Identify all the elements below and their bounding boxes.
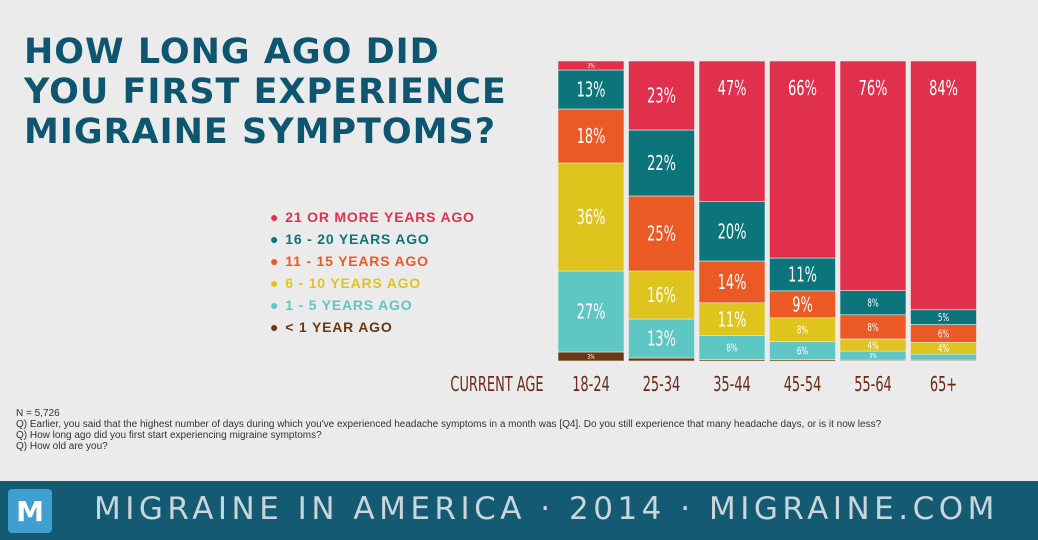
segment-value-label: 14%	[718, 272, 747, 295]
stacked-bar-chart: 3% 27% 36% 18% 13% 3% 13% 16% 25% 22% 23% 8% 11% 14% 2…	[450, 60, 977, 397]
legend-label: 11 - 15 YEARS AGO	[285, 253, 429, 269]
legend-item-under-1: ● < 1 YEAR AGO	[270, 316, 475, 338]
legend-item-6-10: ● 6 - 10 YEARS AGO	[270, 272, 475, 294]
legend-label: < 1 YEAR AGO	[285, 319, 393, 335]
category-label: 65+	[930, 374, 957, 397]
legend-item-1-5: ● 1 - 5 YEARS AGO	[270, 294, 475, 316]
bars-group	[557, 60, 977, 362]
segment-value-label: 4%	[938, 343, 949, 356]
bar-segment	[769, 257, 836, 292]
category-label: 25-34	[643, 374, 681, 397]
segment-value-label: 8%	[867, 322, 878, 335]
sample-size: N = 5,726	[16, 408, 60, 419]
bar-segment	[698, 60, 766, 202]
bar-segment	[839, 290, 907, 316]
legend-label: 21 OR MORE YEARS AGO	[285, 209, 475, 225]
question-q4: Q) Earlier, you said that the highest nu…	[16, 419, 882, 430]
segment-value-label: 8%	[797, 324, 808, 337]
bar-segment	[910, 60, 977, 311]
bar-segment	[769, 290, 836, 319]
bar-segment	[628, 270, 695, 320]
legend-dot-icon: ●	[270, 253, 280, 269]
migraine-logo-icon: M	[8, 489, 52, 533]
segment-labels-group: 3% 27% 36% 18% 13% 3% 13% 16% 25% 22% 23% 8% 11% 14% 2…	[577, 62, 958, 361]
bar-segment	[698, 260, 766, 304]
segment-value-label: 16%	[647, 285, 676, 308]
segment-value-label: 22%	[647, 153, 676, 176]
bar-segment	[769, 60, 836, 259]
survey-notes: N = 5,726 Q) Earlier, you said that the …	[16, 408, 1026, 452]
segment-value-label: 23%	[647, 85, 676, 108]
segment-value-label: 4%	[867, 340, 878, 353]
legend-dot-icon: ●	[270, 297, 280, 313]
segment-value-label: 3%	[869, 352, 876, 360]
bar-segment	[628, 129, 695, 197]
legend: ● 21 OR MORE YEARS AGO ● 16 - 20 YEARS AGO…	[270, 206, 475, 338]
segment-value-label: 36%	[577, 207, 606, 230]
bar-segment	[628, 60, 695, 131]
segment-value-label: 8%	[726, 342, 737, 355]
legend-item-16-20: ● 16 - 20 YEARS AGO	[270, 228, 475, 250]
category-labels-group: 18-24 25-34 35-44 45-54 55-64 65+	[572, 374, 957, 397]
title-line-1: HOW LONG AGO DID	[24, 32, 440, 72]
segment-value-label: 66%	[788, 78, 817, 101]
segment-value-label: 3%	[587, 62, 594, 70]
segment-value-label: 11%	[788, 264, 817, 287]
question-onset: Q) How long ago did you first start expe…	[16, 430, 322, 441]
segment-value-label: 6%	[797, 345, 808, 358]
bar-segment	[839, 314, 907, 340]
legend-dot-icon: ●	[270, 231, 280, 247]
segment-value-label: 13%	[647, 328, 676, 351]
segment-value-label: 47%	[718, 78, 747, 101]
bar-segment	[557, 60, 625, 71]
legend-item-11-15: ● 11 - 15 YEARS AGO	[270, 250, 475, 272]
segment-value-label: 5%	[938, 312, 949, 325]
footer-text: MIGRAINE IN AMERICA · 2014 · MIGRAINE.CO…	[94, 491, 999, 527]
segment-value-label: 3%	[587, 353, 594, 361]
category-label: 45-54	[784, 374, 822, 397]
segment-value-label: 18%	[577, 126, 606, 149]
title-line-3: MIGRAINE SYMPTOMS?	[24, 112, 497, 152]
legend-dot-icon: ●	[270, 275, 280, 291]
category-label: 35-44	[713, 374, 751, 397]
bar-segment	[557, 162, 625, 272]
bar-segment	[698, 201, 766, 262]
segment-value-label: 25%	[647, 223, 676, 246]
segment-value-label: 27%	[577, 301, 606, 324]
bar-segment	[628, 357, 695, 362]
legend-dot-icon: ●	[270, 209, 280, 225]
segment-value-label: 13%	[577, 79, 606, 102]
x-axis-label: CURRENT AGE	[450, 374, 543, 397]
legend-item-21-plus: ● 21 OR MORE YEARS AGO	[270, 206, 475, 228]
legend-dot-icon: ●	[270, 319, 280, 335]
footer-banner: M MIGRAINE IN AMERICA · 2014 · MIGRAINE.…	[0, 481, 1038, 540]
legend-label: 16 - 20 YEARS AGO	[285, 231, 430, 247]
segment-value-label: 20%	[718, 221, 747, 244]
segment-value-label: 76%	[859, 78, 888, 101]
bar-segment	[628, 195, 695, 272]
bar-segment	[628, 318, 695, 359]
category-label: 18-24	[572, 374, 610, 397]
bar-segment	[557, 108, 625, 164]
segment-value-label: 8%	[867, 297, 878, 310]
segment-value-label: 11%	[718, 309, 747, 332]
category-label: 55-64	[854, 374, 892, 397]
segment-value-label: 84%	[929, 78, 958, 101]
segment-value-label: 6%	[938, 328, 949, 341]
chart-title: HOW LONG AGO DID YOU FIRST EXPERIENCE MI…	[24, 32, 544, 152]
bar-segment	[557, 270, 625, 353]
bar-segment	[698, 302, 766, 336]
segment-value-label: 9%	[792, 294, 813, 317]
bar-segment	[557, 69, 625, 110]
legend-label: 1 - 5 YEARS AGO	[285, 297, 413, 313]
question-age: Q) How old are you?	[16, 441, 108, 452]
title-line-2: YOU FIRST EXPERIENCE	[24, 72, 507, 112]
bar-segment	[839, 60, 907, 291]
legend-label: 6 - 10 YEARS AGO	[285, 275, 421, 291]
